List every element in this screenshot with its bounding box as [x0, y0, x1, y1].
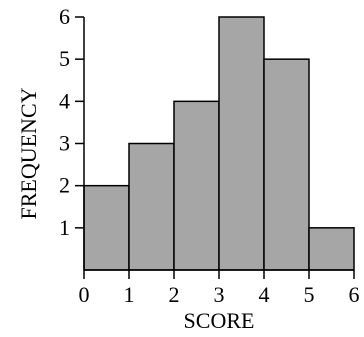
bar-2-3 [173, 100, 220, 271]
bar-1-2 [128, 142, 175, 271]
x-tick-label-3: 3 [214, 282, 225, 307]
x-tick-label-1: 1 [124, 282, 135, 307]
y-tick-label-6: 6 [59, 4, 70, 29]
bar-3-4 [218, 16, 265, 271]
x-tick-label-4: 4 [259, 282, 270, 307]
y-tick-label-2: 2 [59, 173, 70, 198]
bar-0-1 [83, 184, 130, 271]
bars-group [83, 16, 355, 271]
x-ticks-group: 0 1 2 3 4 5 6 [79, 270, 360, 307]
y-tick-label-3: 3 [59, 131, 70, 156]
y-tick-label-4: 4 [59, 88, 70, 113]
bar-4-5 [263, 58, 310, 271]
x-tick-label-2: 2 [169, 282, 180, 307]
x-tick-label-6: 6 [349, 282, 360, 307]
y-axis-title: FREQUENCY [16, 87, 41, 219]
x-axis-title: SCORE [184, 308, 255, 333]
y-ticks-group: 1 2 3 4 5 6 [59, 4, 84, 240]
x-tick-label-0: 0 [79, 282, 90, 307]
y-tick-label-1: 1 [59, 215, 70, 240]
y-tick-label-5: 5 [59, 46, 70, 71]
bar-5-6 [308, 227, 355, 271]
x-tick-label-5: 5 [304, 282, 315, 307]
